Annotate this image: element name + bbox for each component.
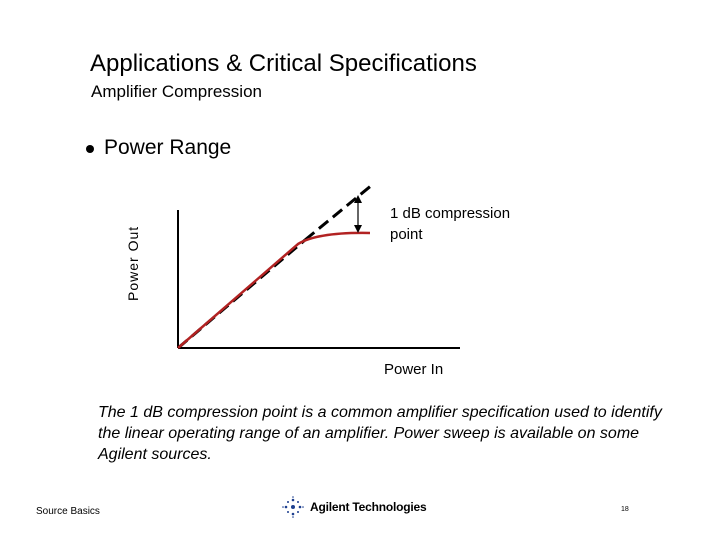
slide-subtitle: Amplifier Compression (91, 82, 262, 101)
x-axis-label: Power In (384, 361, 443, 378)
annotation-line-1: 1 dB compression (390, 205, 510, 222)
bullet-dot (86, 145, 94, 153)
slide-title: Applications & Critical Specifications (90, 50, 477, 77)
annotation-line-2: point (390, 226, 423, 243)
slide-caption: The 1 dB compression point is a common a… (98, 404, 662, 463)
page-number: 18 (621, 506, 629, 513)
agilent-spark-icon (282, 496, 304, 518)
y-axis-label: Power Out (125, 226, 141, 301)
footer-source: Source Basics (36, 506, 100, 517)
compression-arrow-down-head (354, 225, 362, 233)
bullet-text: Power Range (104, 136, 232, 159)
amplifier-response-curve (177, 231, 371, 349)
company-logo: Agilent Technologies (282, 496, 427, 518)
ideal-linear-dashed-line (304, 183, 373, 242)
compression-arrow-up-head (354, 195, 362, 203)
company-name: Agilent Technologies (310, 500, 427, 514)
